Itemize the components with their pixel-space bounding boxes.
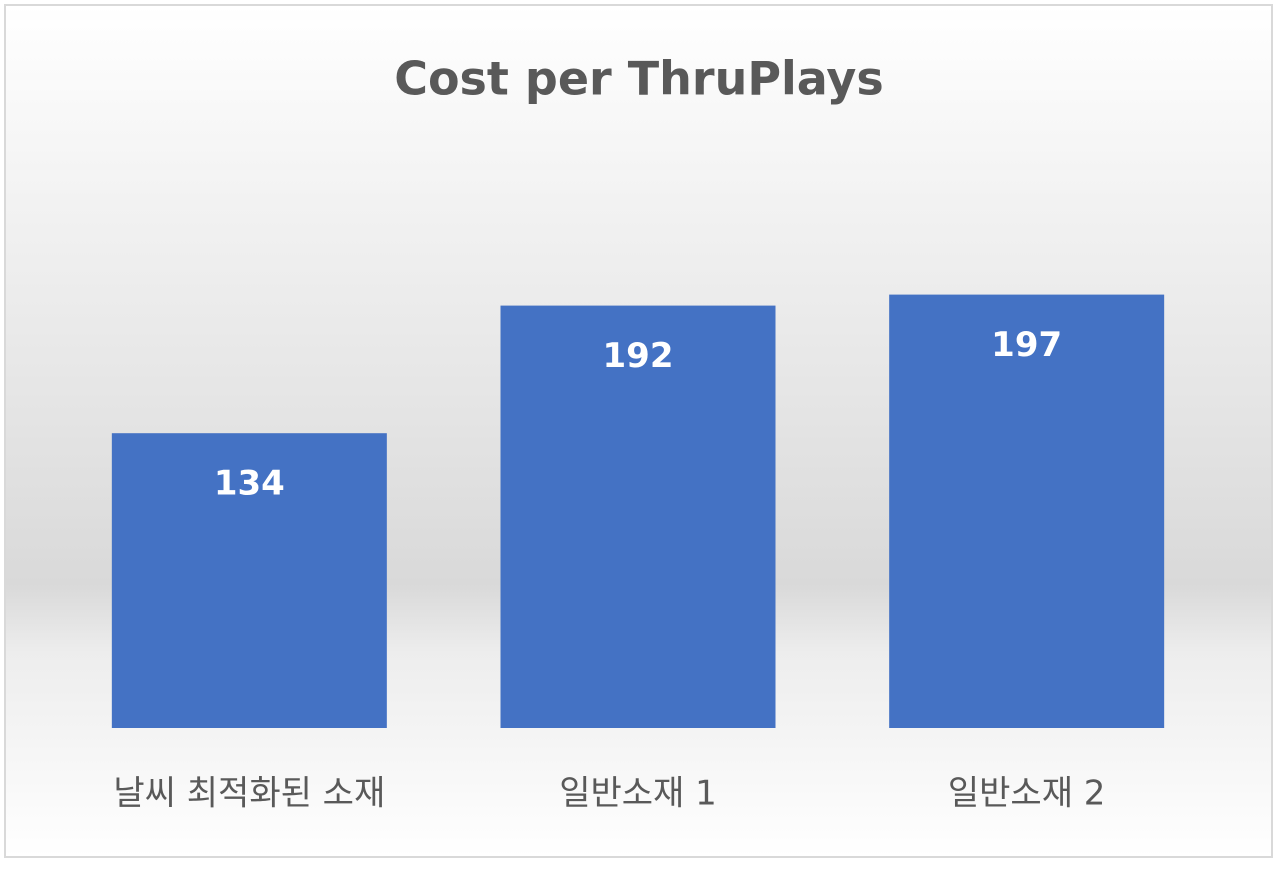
bar — [889, 294, 1165, 728]
x-tick-label: 일반소재 2 — [948, 774, 1106, 814]
bar — [500, 305, 776, 728]
x-tick-label: 날씨 최적화된 소재 — [113, 774, 385, 814]
data-label: 134 — [214, 464, 285, 504]
x-tick-label: 일반소재 1 — [559, 774, 717, 814]
data-label: 197 — [991, 325, 1062, 365]
chart-title: Cost per ThruPlays — [394, 52, 884, 106]
bar — [111, 433, 387, 728]
data-label: 192 — [603, 336, 674, 376]
